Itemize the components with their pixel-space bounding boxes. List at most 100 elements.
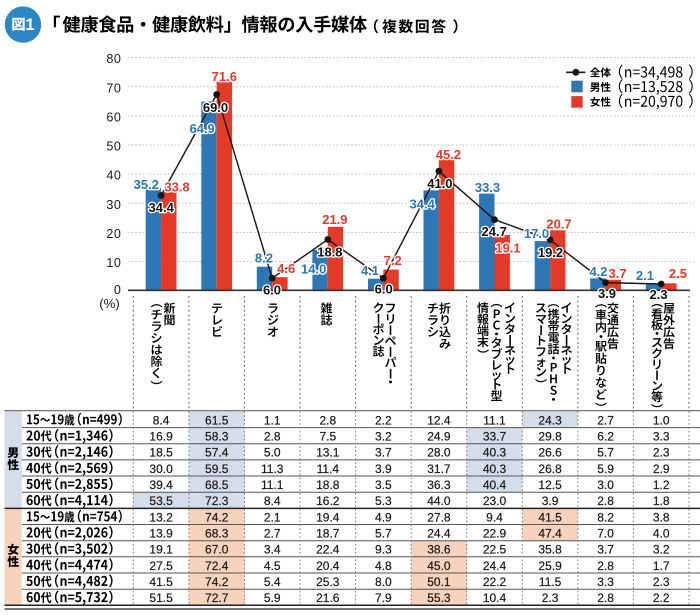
svg-text:2.7: 2.7 — [597, 413, 614, 427]
svg-text:7.9: 7.9 — [375, 591, 392, 605]
svg-text:33.7: 33.7 — [483, 430, 507, 444]
svg-text:13.2: 13.2 — [149, 510, 173, 524]
svg-text:3.3: 3.3 — [653, 430, 670, 444]
svg-text:18.7: 18.7 — [316, 527, 340, 541]
svg-text:3.9: 3.9 — [375, 462, 392, 476]
svg-text:11.4: 11.4 — [317, 462, 340, 476]
svg-text:1.2: 1.2 — [653, 478, 670, 492]
svg-text:41.5: 41.5 — [538, 510, 562, 524]
svg-text:20: 20 — [106, 227, 121, 241]
svg-text:9.3: 9.3 — [375, 543, 392, 557]
svg-text:19.1: 19.1 — [149, 543, 173, 557]
svg-text:22.4: 22.4 — [316, 543, 340, 557]
svg-text:12.5: 12.5 — [538, 478, 562, 492]
svg-text:3.8: 3.8 — [653, 510, 670, 524]
svg-text:23.0: 23.0 — [483, 494, 507, 508]
svg-text:45.0: 45.0 — [427, 559, 451, 573]
svg-text:26.6: 26.6 — [538, 446, 562, 460]
svg-text:4.0: 4.0 — [653, 527, 670, 541]
svg-text:6.0: 6.0 — [375, 282, 393, 297]
svg-text:70: 70 — [106, 81, 121, 95]
svg-text:11.5: 11.5 — [539, 575, 562, 589]
svg-text:47.4: 47.4 — [538, 527, 562, 541]
svg-text:68.5: 68.5 — [205, 478, 229, 492]
svg-text:5.4: 5.4 — [264, 575, 281, 589]
svg-text:5.9: 5.9 — [597, 462, 614, 476]
svg-text:10: 10 — [106, 256, 121, 270]
svg-text:20.4: 20.4 — [316, 559, 340, 573]
svg-text:7.0: 7.0 — [597, 527, 614, 541]
svg-text:3.2: 3.2 — [653, 543, 670, 557]
svg-text:18.8: 18.8 — [317, 244, 342, 259]
svg-text:74.2: 74.2 — [205, 575, 229, 589]
svg-text:3.4: 3.4 — [264, 543, 281, 557]
svg-text:64.9: 64.9 — [189, 121, 214, 136]
svg-text:5.7: 5.7 — [597, 446, 614, 460]
svg-text:4.1: 4.1 — [361, 263, 379, 278]
svg-text:41.0: 41.0 — [427, 176, 452, 191]
svg-text:21.6: 21.6 — [316, 591, 340, 605]
svg-text:6.2: 6.2 — [597, 430, 614, 444]
svg-text:5.3: 5.3 — [375, 494, 392, 508]
svg-text:3.7: 3.7 — [609, 266, 627, 281]
svg-text:1.1: 1.1 — [264, 413, 281, 427]
svg-text:2.3: 2.3 — [653, 446, 670, 460]
svg-text:2.8: 2.8 — [319, 413, 336, 427]
svg-text:72.3: 72.3 — [205, 494, 229, 508]
svg-text:16.2: 16.2 — [316, 494, 340, 508]
svg-text:3.3: 3.3 — [597, 575, 614, 589]
svg-text:59.5: 59.5 — [205, 462, 229, 476]
svg-text:2.2: 2.2 — [375, 413, 392, 427]
svg-text:11.1: 11.1 — [483, 413, 506, 427]
svg-text:35.8: 35.8 — [538, 543, 562, 557]
svg-text:44.0: 44.0 — [427, 494, 451, 508]
svg-text:67.0: 67.0 — [205, 543, 229, 557]
svg-text:38.6: 38.6 — [427, 543, 451, 557]
svg-text:41.5: 41.5 — [149, 575, 173, 589]
svg-text:13.1: 13.1 — [316, 446, 340, 460]
svg-text:31.7: 31.7 — [427, 462, 451, 476]
svg-text:19.4: 19.4 — [316, 510, 340, 524]
svg-text:1: 1 — [25, 15, 34, 34]
svg-text:4.2: 4.2 — [589, 264, 607, 279]
svg-text:57.4: 57.4 — [205, 446, 229, 460]
svg-text:2.8: 2.8 — [597, 591, 614, 605]
svg-text:3.9: 3.9 — [542, 494, 559, 508]
svg-text:18.5: 18.5 — [149, 446, 173, 460]
svg-text:19.1: 19.1 — [495, 241, 520, 256]
svg-text:5.7: 5.7 — [375, 527, 392, 541]
svg-text:2.9: 2.9 — [653, 462, 670, 476]
svg-text:3.0: 3.0 — [597, 478, 614, 492]
svg-text:16.9: 16.9 — [149, 430, 173, 444]
svg-text:20.7: 20.7 — [546, 216, 571, 231]
svg-text:50: 50 — [106, 140, 121, 154]
svg-text:30: 30 — [106, 198, 121, 212]
svg-text:7.5: 7.5 — [319, 430, 336, 444]
svg-text:80: 80 — [106, 52, 121, 66]
svg-text:7.2: 7.2 — [384, 253, 402, 268]
svg-text:8.0: 8.0 — [375, 575, 392, 589]
svg-text:34.4: 34.4 — [410, 196, 436, 211]
svg-text:72.7: 72.7 — [205, 591, 229, 605]
svg-text:24.9: 24.9 — [427, 430, 451, 444]
svg-text:34.4: 34.4 — [149, 200, 175, 215]
svg-text:25.3: 25.3 — [316, 575, 340, 589]
svg-text:22.5: 22.5 — [483, 543, 507, 557]
svg-text:2.3: 2.3 — [650, 287, 668, 302]
svg-text:2.1: 2.1 — [636, 268, 654, 283]
svg-text:2.1: 2.1 — [264, 510, 281, 524]
svg-text:4.6: 4.6 — [277, 261, 295, 276]
svg-text:2.8: 2.8 — [597, 559, 614, 573]
svg-text:22.2: 22.2 — [483, 575, 507, 589]
svg-text:29.8: 29.8 — [538, 430, 562, 444]
svg-text:8.2: 8.2 — [597, 510, 614, 524]
svg-text:22.9: 22.9 — [483, 527, 507, 541]
svg-text:21.9: 21.9 — [322, 212, 347, 227]
svg-text:24.4: 24.4 — [427, 527, 451, 541]
svg-text:3.2: 3.2 — [375, 430, 392, 444]
svg-text:53.5: 53.5 — [149, 494, 173, 508]
svg-text:4.5: 4.5 — [264, 559, 281, 573]
svg-text:14.0: 14.0 — [301, 261, 326, 276]
svg-text:40: 40 — [106, 169, 121, 183]
svg-text:11.3: 11.3 — [261, 462, 284, 476]
